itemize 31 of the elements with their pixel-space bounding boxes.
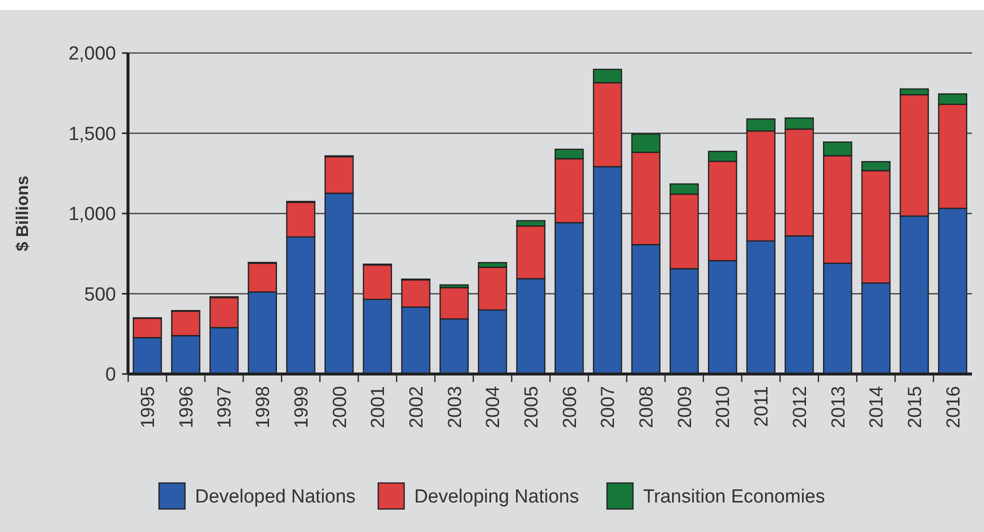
- y-tick-label: 1,000: [68, 204, 116, 226]
- x-tick-label: 2011: [752, 386, 773, 427]
- x-tick-label: 2007: [598, 386, 620, 428]
- x-tick-label: 2003: [444, 386, 466, 428]
- x-tick-label: 1996: [176, 386, 198, 428]
- x-tick-label: 2006: [560, 386, 581, 428]
- x-tick-label: 2015: [904, 386, 926, 428]
- y-tick-label: 500: [84, 284, 116, 306]
- x-tick-label: 2016: [943, 386, 964, 428]
- x-tick-label: 1999: [291, 386, 312, 428]
- x-tick-label: 2014: [866, 386, 888, 428]
- x-tick-label: 2000: [330, 386, 351, 428]
- y-tick-label: 1,500: [68, 124, 116, 145]
- x-tick-label: 2010: [713, 386, 734, 428]
- x-tick-label: 2001: [368, 386, 390, 428]
- x-tick-label: 2009: [674, 386, 696, 428]
- y-axis-title: $ Billions: [13, 176, 32, 252]
- legend-label: Transition Economies: [643, 486, 825, 508]
- y-tick-label: 2,000: [68, 44, 116, 65]
- x-tick-label: 2008: [636, 386, 658, 428]
- legend-label: Developing Nations: [414, 486, 579, 508]
- y-tick-label: 0: [105, 364, 116, 386]
- x-tick-label: 1998: [253, 386, 274, 428]
- x-tick-label: 2004: [483, 386, 504, 428]
- legend-label: Developed Nations: [195, 486, 356, 508]
- x-tick-label: 2013: [828, 386, 850, 428]
- x-tick-label: 2005: [521, 386, 542, 428]
- x-tick-label: 1995: [138, 386, 160, 428]
- x-tick-label: 2002: [406, 386, 428, 428]
- x-tick-label: 1997: [214, 386, 236, 428]
- x-tick-label: 2012: [790, 386, 811, 428]
